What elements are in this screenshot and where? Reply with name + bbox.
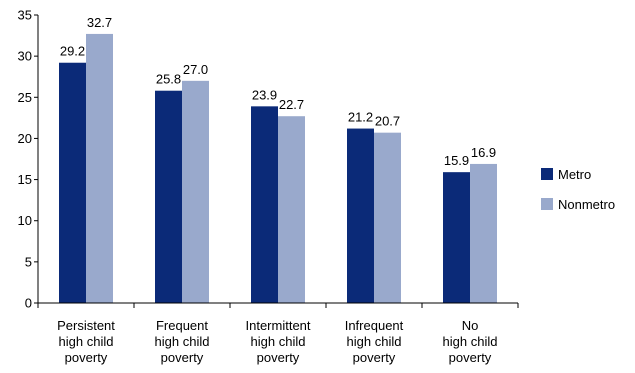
data-label-nonmetro-1: 27.0 [183,62,208,77]
category-label-3: Infrequent high child poverty [345,318,404,365]
y-tick-label: 35 [18,8,32,23]
data-label-metro-2: 23.9 [252,87,277,102]
y-tick-label: 10 [18,213,32,228]
category-label-2: Intermittent high child poverty [245,318,310,365]
legend-label-nonmetro: Nonmetro [558,197,615,212]
legend-swatch-metro [541,168,553,180]
data-label-nonmetro-0: 32.7 [87,15,112,30]
bar-nonmetro-2 [278,116,305,303]
category-label-4: No high child poverty [443,318,498,365]
bar-nonmetro-0 [86,33,113,303]
data-label-nonmetro-3: 20.7 [375,114,400,129]
bar-nonmetro-4 [470,163,497,303]
y-tick-label: 5 [25,254,32,269]
category-labels: Persistent high child poverty Frequent high … [57,318,497,365]
y-tick-label: 25 [18,90,32,105]
bar-metro-2 [251,106,278,303]
y-tick-label: 30 [18,49,32,64]
data-label-metro-1: 25.8 [156,72,181,87]
legend-label-metro: Metro [558,167,591,182]
bars [59,33,497,304]
axes [37,15,519,308]
data-label-nonmetro-4: 16.9 [471,145,496,160]
y-axis-ticks: 0 5 10 15 20 25 30 35 [18,8,38,311]
bar-metro-1 [155,90,182,304]
category-label-0: Persistent high child poverty [57,318,115,365]
category-label-1: Frequent high child poverty [155,318,210,365]
y-tick-label: 20 [18,131,32,146]
data-labels: 29.232.7 25.827.0 23.922.7 21.2 20.7 15.916.9 [60,15,496,168]
data-label-nonmetro-2: 22.7 [279,97,304,112]
bar-metro-4 [443,172,470,303]
y-tick-label: 0 [25,296,32,311]
bar-metro-3 [347,128,374,303]
data-label-metro-3: 21.2 [348,110,373,125]
legend: Metro Nonmetro [541,167,615,212]
bar-metro-0 [59,62,86,304]
legend-swatch-nonmetro [541,198,553,210]
bar-nonmetro-1 [182,80,209,303]
data-label-metro-0: 29.2 [60,44,85,59]
bar-nonmetro-3 [374,132,401,303]
y-tick-label: 15 [18,172,32,187]
data-label-metro-4: 15.9 [444,153,469,168]
